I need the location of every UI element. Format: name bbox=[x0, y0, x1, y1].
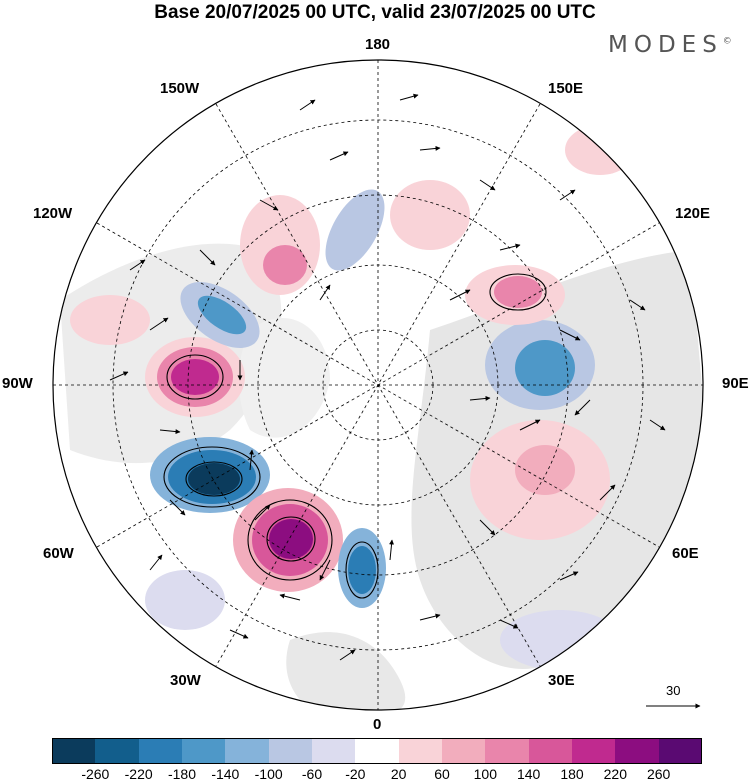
colorbar-tick-label: 100 bbox=[473, 766, 498, 782]
lon-label-60w: 60W bbox=[43, 545, 74, 562]
colorbar-swatch bbox=[312, 738, 356, 764]
colorbar-swatch bbox=[658, 738, 703, 764]
colorbar-swatch bbox=[182, 738, 226, 764]
colorbar-swatch bbox=[528, 738, 573, 764]
lon-label-150e: 150E bbox=[548, 80, 584, 97]
colorbar-swatch bbox=[355, 738, 400, 764]
lon-label-120e: 120E bbox=[675, 205, 711, 222]
colorbar-swatch bbox=[138, 738, 183, 764]
land-greenland bbox=[238, 318, 330, 438]
brand-text: MODES bbox=[608, 32, 723, 58]
colorbar-tick-label: -220 bbox=[124, 766, 153, 782]
colorbar-tick-label: -260 bbox=[81, 766, 110, 782]
lon-label-60e: 60E bbox=[672, 545, 699, 562]
colorbar-swatch bbox=[52, 738, 96, 764]
lon-label-0: 0 bbox=[373, 716, 382, 733]
colorbar-tick-label: 20 bbox=[390, 766, 407, 782]
copyright-mark: © bbox=[722, 36, 732, 47]
lon-label-90e: 90E bbox=[722, 375, 749, 392]
wind-vectors bbox=[109, 93, 666, 661]
colorbar-swatch bbox=[268, 738, 313, 764]
lon-label-30e: 30E bbox=[548, 672, 575, 689]
colorbar-swatch bbox=[95, 738, 140, 764]
contour-lines bbox=[163, 273, 547, 599]
colorbar-tick-label: 140 bbox=[516, 766, 541, 782]
colorbar-swatch bbox=[485, 738, 530, 764]
lon-label-150w: 150W bbox=[160, 80, 200, 97]
colorbar-tick-label: -140 bbox=[211, 766, 240, 782]
map-border bbox=[52, 59, 704, 711]
colorbar-swatch bbox=[615, 738, 660, 764]
colorbar-tick-label: 180 bbox=[560, 766, 584, 782]
colorbar-swatch bbox=[398, 738, 443, 764]
colorbar-swatch bbox=[572, 738, 616, 764]
map-title: Base 20/07/2025 00 UTC, valid 23/07/2025… bbox=[154, 2, 596, 23]
colorbar-tick-label: -100 bbox=[254, 766, 283, 782]
colorbar-tick-label: 220 bbox=[603, 766, 628, 782]
lon-label-30w: 30W bbox=[170, 672, 201, 689]
lon-label-90w: 90W bbox=[2, 375, 33, 392]
colorbar-tick-label: -20 bbox=[345, 766, 366, 782]
graticule bbox=[53, 60, 703, 710]
lon-label-180: 180 bbox=[365, 36, 391, 53]
colorbar-tick-label: -180 bbox=[167, 766, 197, 782]
vector-reference-value: 30 bbox=[666, 683, 681, 698]
land-africa bbox=[286, 632, 406, 710]
colorbar-swatch bbox=[442, 738, 486, 764]
modes-logo: MODES© bbox=[608, 32, 732, 58]
lon-label-120w: 120W bbox=[33, 205, 73, 222]
colorbar-tick-label: 260 bbox=[646, 766, 671, 782]
colorbar-tick-label: -60 bbox=[301, 766, 323, 782]
colorbar-tick-label: 60 bbox=[434, 766, 450, 782]
colorbar-strip bbox=[52, 738, 703, 764]
colorbar-swatch bbox=[225, 738, 270, 764]
